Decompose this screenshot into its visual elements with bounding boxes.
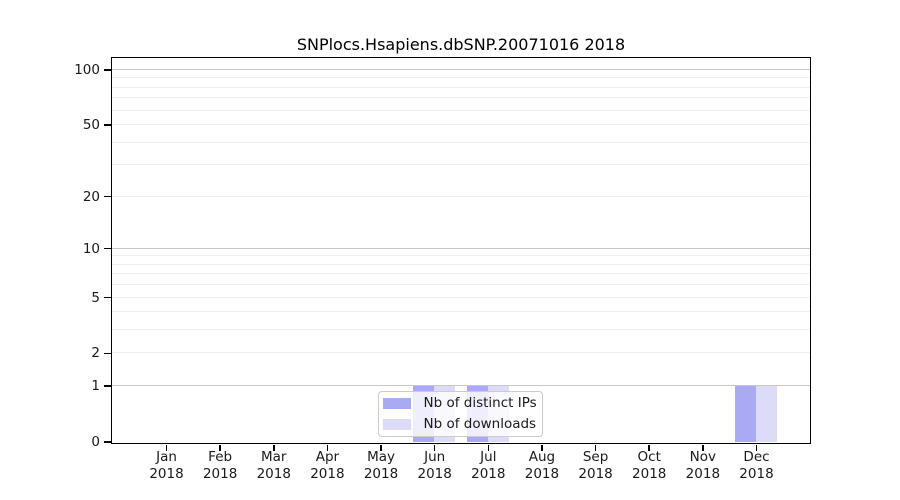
y-tick-mark xyxy=(104,296,111,299)
gridline-minor xyxy=(111,329,810,331)
x-tick-month: Oct xyxy=(637,449,661,465)
x-tick-month: May xyxy=(367,449,395,465)
x-tick-year: 2018 xyxy=(202,466,238,482)
gridline-minor xyxy=(111,311,810,313)
x-tick-month: Jun xyxy=(424,449,446,465)
x-tick-year: 2018 xyxy=(471,466,506,482)
legend-swatch xyxy=(382,397,411,409)
x-tick-year: 2018 xyxy=(632,466,667,482)
y-tick-label: 10 xyxy=(82,240,100,257)
y-tick-label: 20 xyxy=(82,188,100,205)
x-tick-year: 2018 xyxy=(739,466,774,482)
y-tick-mark xyxy=(104,69,111,71)
x-tick-year: 2018 xyxy=(578,466,613,482)
x-tick-label: Jul 2018 xyxy=(448,449,528,483)
gridline-minor xyxy=(111,164,810,166)
y-tick-mark xyxy=(104,247,111,250)
x-tick-mark xyxy=(165,444,168,451)
y-tick-label: 1 xyxy=(91,378,100,395)
chart-title: SNPlocs.Hsapiens.dbSNP.20071016 2018 xyxy=(296,35,626,54)
x-tick-mark xyxy=(433,444,436,451)
x-tick-label: Sep 2018 xyxy=(556,449,636,483)
legend-label: Nb of distinct IPs xyxy=(423,395,537,411)
x-tick-month: Nov xyxy=(689,449,717,465)
gridline-minor xyxy=(111,97,810,99)
x-tick-label: Jan 2018 xyxy=(127,449,207,483)
x-tick-year: 2018 xyxy=(685,466,721,482)
y-tick-mark xyxy=(104,352,111,355)
y-tick-mark xyxy=(104,124,111,126)
x-tick-year: 2018 xyxy=(417,466,452,482)
x-tick-month: Jan xyxy=(156,449,177,465)
gridline-major xyxy=(111,69,810,70)
y-tick-label: 50 xyxy=(82,117,100,134)
gridline-minor xyxy=(111,86,810,88)
gridline-minor xyxy=(111,255,810,257)
gridline-minor xyxy=(111,284,810,286)
gridline-minor xyxy=(111,141,810,143)
x-tick-mark xyxy=(273,444,275,451)
plot-area: Nb of distinct IPs Nb of downloads xyxy=(110,56,811,444)
x-tick-label: Oct 2018 xyxy=(609,449,689,483)
gridline-major xyxy=(111,385,810,387)
gridline-minor xyxy=(111,352,810,354)
x-tick-mark xyxy=(326,444,329,451)
gridline-minor xyxy=(111,124,810,126)
gridline-major xyxy=(111,247,810,249)
x-tick-label: Nov 2018 xyxy=(663,449,743,483)
x-tick-mark xyxy=(219,444,221,451)
legend: Nb of distinct IPs Nb of downloads xyxy=(377,390,543,437)
x-tick-label: Mar 2018 xyxy=(234,449,314,483)
x-tick-mark xyxy=(380,444,382,451)
y-tick-mark xyxy=(104,385,111,387)
x-tick-year: 2018 xyxy=(256,466,291,482)
legend-entry: Nb of downloads xyxy=(379,414,542,435)
legend-swatch xyxy=(382,418,411,430)
x-tick-year: 2018 xyxy=(524,466,560,482)
legend-entry: Nb of distinct IPs xyxy=(379,393,542,414)
legend-label: Nb of downloads xyxy=(423,416,537,432)
gridline-minor xyxy=(111,296,810,298)
x-tick-month: Mar xyxy=(261,449,287,465)
x-tick-mark xyxy=(487,444,490,451)
x-tick-month: Apr xyxy=(315,449,340,465)
y-tick-label: 100 xyxy=(74,62,100,78)
x-tick-year: 2018 xyxy=(149,466,184,482)
y-tick-label: 5 xyxy=(91,289,100,306)
x-tick-label: Jun 2018 xyxy=(395,449,475,483)
bar-downloads xyxy=(755,385,777,443)
x-tick-label: Feb 2018 xyxy=(180,449,260,483)
y-tick-mark xyxy=(104,441,111,443)
x-tick-label: Apr 2018 xyxy=(287,449,367,483)
gridline-minor xyxy=(111,109,810,111)
gridline-minor xyxy=(111,77,810,79)
bar-distinct-ips xyxy=(734,385,756,443)
x-tick-month: Feb xyxy=(208,449,233,465)
x-tick-mark xyxy=(702,444,704,451)
x-tick-month: Sep xyxy=(582,449,609,465)
x-tick-year: 2018 xyxy=(363,466,399,482)
x-tick-label: May 2018 xyxy=(341,449,421,483)
gridline-minor xyxy=(111,195,810,197)
x-tick-year: 2018 xyxy=(310,466,345,482)
y-tick-mark xyxy=(104,195,111,198)
y-tick-label: 2 xyxy=(91,345,100,362)
x-tick-label: Dec 2018 xyxy=(716,449,796,483)
x-tick-mark xyxy=(648,444,650,451)
x-tick-mark xyxy=(541,444,543,451)
gridline-minor xyxy=(111,263,810,265)
x-tick-mark xyxy=(594,444,597,451)
x-tick-mark xyxy=(755,444,758,451)
x-tick-month: Aug xyxy=(528,449,556,465)
x-tick-month: Dec xyxy=(743,449,770,465)
y-tick-label: 0 xyxy=(91,434,100,450)
x-tick-label: Aug 2018 xyxy=(502,449,582,483)
gridline-minor xyxy=(111,273,810,275)
x-tick-month: Jul xyxy=(480,449,497,465)
